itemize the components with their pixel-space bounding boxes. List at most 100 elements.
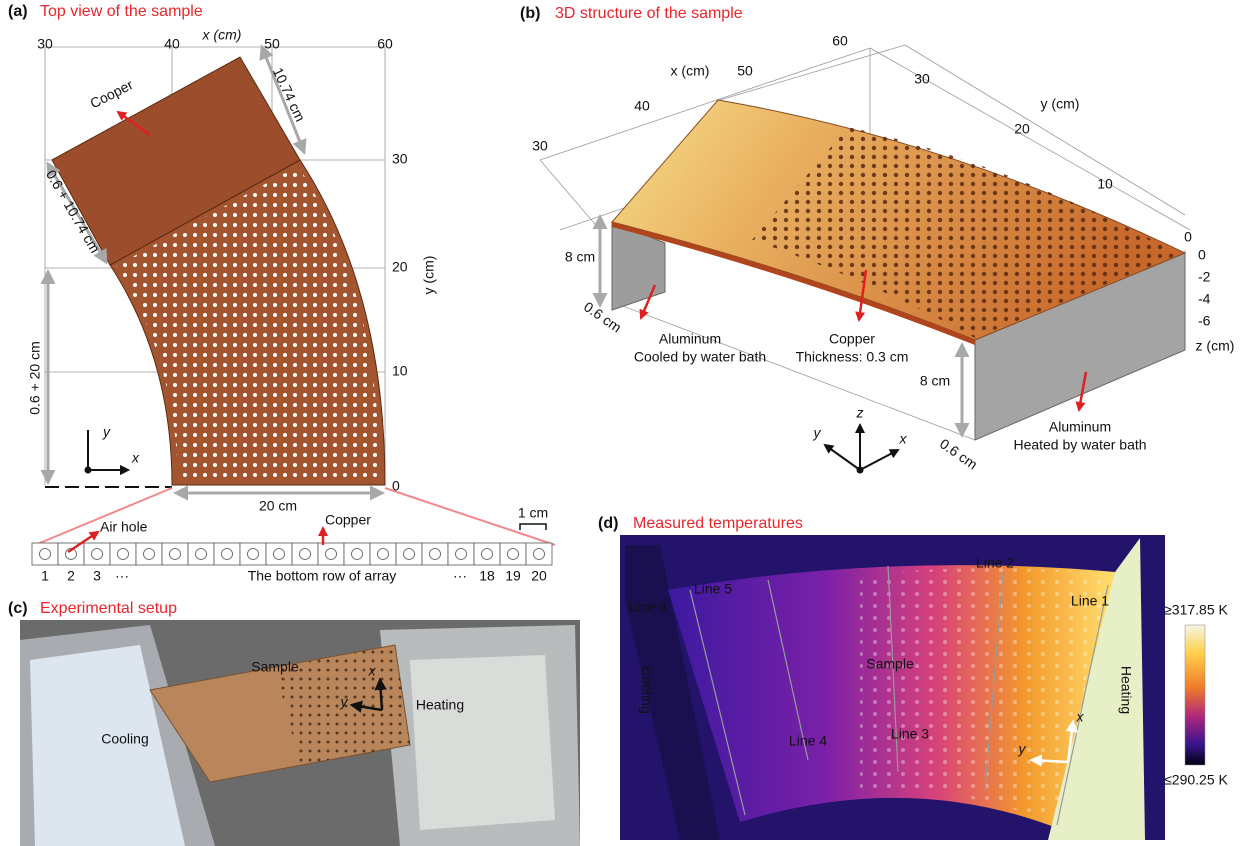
panel-label: (a) — [8, 3, 28, 20]
index-label: 1 — [41, 568, 49, 584]
photo-label: Cooling — [101, 731, 148, 747]
axis-arrow — [825, 445, 860, 470]
thermal-label: Sample — [866, 656, 914, 672]
air-hole — [118, 549, 129, 560]
tick-label: 50 — [737, 63, 753, 79]
panel-label: (b) — [520, 5, 540, 22]
line-label: Line 3 — [891, 726, 929, 742]
colorbar-label: ≤290.25 K — [1164, 772, 1228, 788]
axis-name: x — [1076, 709, 1085, 725]
axis-name: y — [102, 424, 111, 440]
annotation: Aluminum — [659, 331, 721, 347]
axis-name: x — [899, 431, 908, 447]
scale-bar — [520, 524, 546, 530]
air-hole — [326, 549, 337, 560]
tick-label: 30 — [532, 138, 548, 154]
index-label: 2 — [67, 568, 75, 584]
thermal-label: Heating — [1118, 666, 1134, 714]
line-label: Line 2 — [976, 555, 1014, 571]
tick-label: -6 — [1198, 313, 1211, 329]
air-hole — [248, 549, 259, 560]
tick-label: 30 — [392, 151, 408, 167]
tick-label: 10 — [1097, 176, 1113, 192]
zoom-lines — [35, 488, 555, 545]
tick-label: 0 — [1184, 229, 1192, 245]
line-label: Line 4 — [789, 733, 827, 749]
thermal-label: Cooling — [638, 666, 654, 713]
tick-label: 40 — [634, 98, 650, 114]
bottom-row — [32, 543, 552, 565]
air-hole — [456, 549, 467, 560]
annotation: Copper — [829, 331, 875, 347]
photo-label: Heating — [416, 697, 464, 713]
line-label: Line 5 — [694, 581, 732, 597]
air-hole — [378, 549, 389, 560]
index-label: ··· — [115, 568, 129, 584]
annotation: Cooled by water bath — [634, 349, 766, 365]
colorbar-label: ≥317.85 K — [1164, 602, 1228, 618]
colorbar — [1185, 625, 1205, 765]
tick-label: 30 — [37, 36, 53, 52]
air-hole — [482, 549, 493, 560]
axis-name: x — [131, 450, 140, 466]
axis-label: y (cm) — [1041, 96, 1080, 112]
page: Figure { "panel_a": { "label": "(a)", "t… — [0, 0, 1253, 846]
dimension: 0.6 cm — [937, 435, 981, 472]
annotation: Thickness: 0.3 cm — [796, 349, 909, 365]
dimension: 0.6 + 20 cm — [27, 341, 43, 415]
body: (a)Top view of the samplex (cm)304050600… — [0, 0, 1253, 846]
panel-title: Top view of the sample — [40, 3, 203, 20]
air-hole — [404, 549, 415, 560]
air-hole — [40, 549, 51, 560]
line-label: Line 1 — [1071, 593, 1109, 609]
row-caption: The bottom row of array — [248, 568, 397, 584]
tick-label: 60 — [832, 33, 848, 49]
annotation: Copper — [325, 512, 371, 528]
air-hole — [170, 549, 181, 560]
annotation: 1 cm — [518, 505, 548, 521]
air-hole — [196, 549, 207, 560]
tick-label: -2 — [1198, 269, 1211, 285]
tick-label: 0 — [1198, 247, 1206, 263]
tick-label: 20 — [1014, 121, 1030, 137]
material-label: Cooper — [87, 76, 135, 111]
figure: (a)Top view of the samplex (cm)304050600… — [0, 0, 1253, 846]
tick-label: 20 — [392, 259, 408, 275]
index-label: 20 — [531, 568, 547, 584]
panel-title: 3D structure of the sample — [555, 5, 743, 22]
tick-label: 10 — [392, 363, 408, 379]
air-hole — [300, 549, 311, 560]
axes-origin — [85, 467, 92, 474]
air-hole — [352, 549, 363, 560]
line-label: Line 6 — [629, 599, 667, 615]
index-label: ··· — [453, 568, 467, 584]
panel-label: (c) — [8, 600, 28, 617]
tick-label: 40 — [164, 36, 180, 52]
axis-name: y — [340, 694, 349, 710]
panel-title: Experimental setup — [40, 600, 177, 617]
axis-label: x (cm) — [671, 63, 710, 79]
annotation: Heated by water bath — [1013, 437, 1146, 453]
air-hole — [430, 549, 441, 560]
dimension: 8 cm — [565, 249, 595, 265]
air-hole — [222, 549, 233, 560]
panel-label: (d) — [598, 515, 618, 532]
tick-label: 0 — [392, 478, 400, 494]
index-label: 3 — [93, 568, 101, 584]
axis-name: y — [813, 425, 822, 441]
axis-arrow — [860, 450, 898, 470]
dimension: 20 cm — [259, 498, 297, 514]
dimension: 8 cm — [920, 373, 950, 389]
axis-name: z — [856, 405, 864, 421]
index-label: 19 — [505, 568, 521, 584]
axis-label: x (cm) — [202, 27, 242, 43]
photo-label: Sample — [251, 659, 299, 675]
air-hole — [508, 549, 519, 560]
axis-name: y — [1018, 741, 1027, 757]
axes-origin — [857, 467, 864, 474]
axis-name: x — [368, 663, 377, 679]
axes-icon — [825, 425, 898, 470]
tick-label: 60 — [377, 36, 393, 52]
air-hole — [274, 549, 285, 560]
air-hole — [144, 549, 155, 560]
